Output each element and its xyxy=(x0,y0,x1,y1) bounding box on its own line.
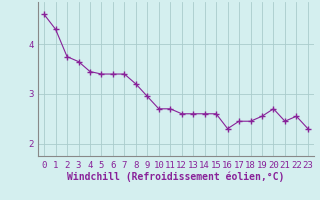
X-axis label: Windchill (Refroidissement éolien,°C): Windchill (Refroidissement éolien,°C) xyxy=(67,171,285,182)
